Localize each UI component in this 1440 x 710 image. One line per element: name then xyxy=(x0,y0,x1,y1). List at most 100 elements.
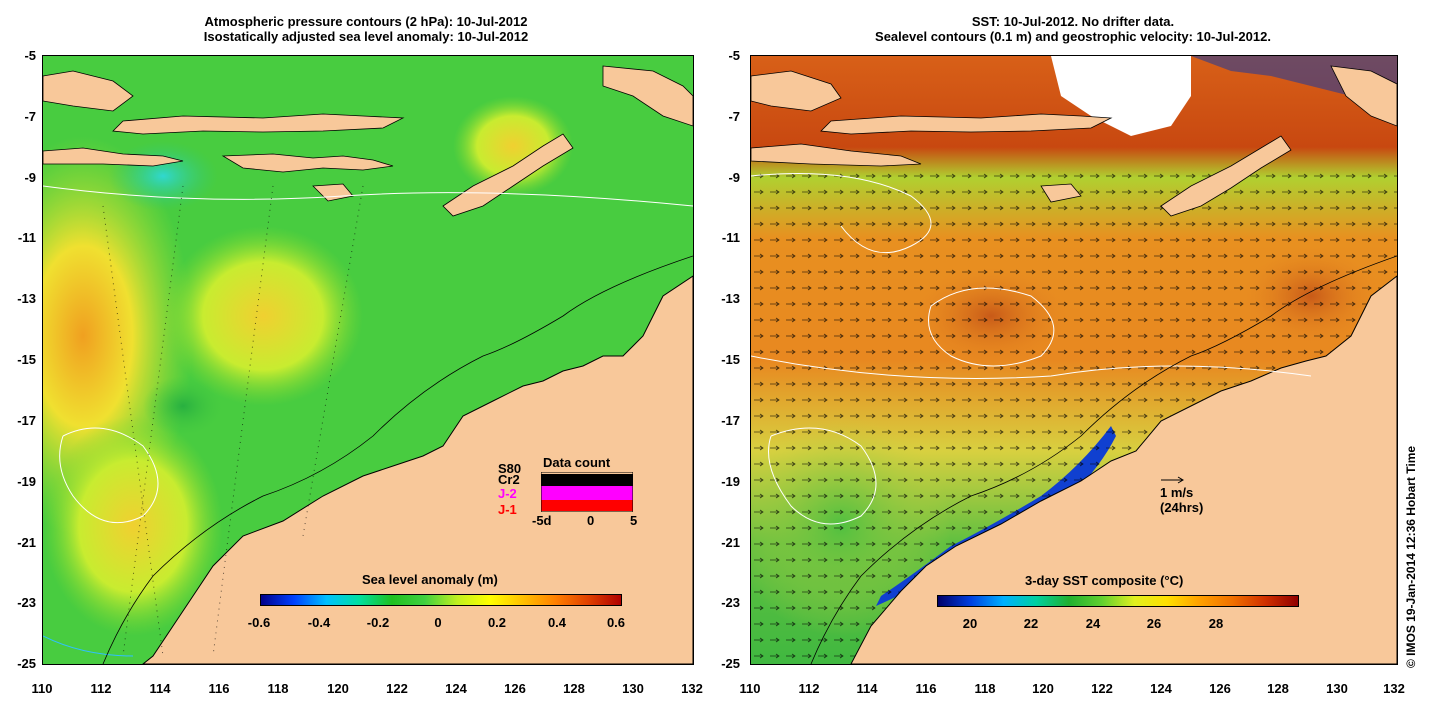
imos-credit: © IMOS 19-Jan-2014 12:36 Hobart Time xyxy=(1404,445,1418,668)
sla-colorbar-tick: 0 xyxy=(434,615,442,630)
sealevel-contour-3 xyxy=(768,427,877,525)
sea-level-anomaly-map xyxy=(42,55,694,665)
sealevel-contour-1 xyxy=(751,173,932,254)
lat-tick: -13 xyxy=(721,291,740,306)
data-count-series-j1: J-1 xyxy=(498,502,517,517)
lat-tick: -15 xyxy=(17,352,36,367)
sst-colorbar-tick: 22 xyxy=(1023,616,1039,631)
lon-tick: 132 xyxy=(681,681,703,696)
lat-tick: -21 xyxy=(17,535,36,550)
data-count-title: Data count xyxy=(543,455,611,470)
sla-map-graphic xyxy=(43,56,693,664)
lat-tick: -23 xyxy=(721,595,740,610)
lat-tick: -25 xyxy=(721,656,740,671)
sla-colorbar-tick: -0.4 xyxy=(307,615,331,630)
lon-tick: 124 xyxy=(1150,681,1172,696)
flores-sea-islands xyxy=(820,113,1113,135)
data-count-bar-s80 xyxy=(541,474,633,486)
sumba-island xyxy=(1040,183,1082,203)
sst-map-graphic xyxy=(751,56,1397,664)
left-map-title: Atmospheric pressure contours (2 hPa): 1… xyxy=(40,14,692,44)
lon-tick: 112 xyxy=(90,681,112,696)
sealevel-contour-4 xyxy=(751,355,1312,379)
lat-tick: -7 xyxy=(728,109,740,124)
java-island xyxy=(751,70,842,112)
lat-tick: -5 xyxy=(728,48,740,63)
lon-tick: 110 xyxy=(739,681,761,696)
sst-map xyxy=(750,55,1398,665)
lon-tick: 122 xyxy=(386,681,408,696)
lat-tick: -17 xyxy=(17,413,36,428)
sst-colorbar-tick: 20 xyxy=(962,616,978,631)
left-title-line1: Atmospheric pressure contours (2 hPa): 1… xyxy=(204,14,528,29)
sla-colorbar-title: Sea level anomaly (m) xyxy=(362,572,498,587)
data-count-bar-j2 xyxy=(541,486,633,500)
banda-islands xyxy=(602,65,693,127)
sla-colorbar xyxy=(260,594,622,606)
lon-tick: 120 xyxy=(327,681,349,696)
lat-tick: -11 xyxy=(721,230,740,245)
lon-tick: 128 xyxy=(1267,681,1289,696)
flores-sea-islands xyxy=(112,113,405,135)
data-count-series-cr2: Cr2 xyxy=(498,472,520,487)
velocity-scale-arrow xyxy=(1161,476,1184,484)
sla-colorbar-tick: 0.6 xyxy=(606,615,626,630)
lat-tick: -19 xyxy=(721,474,740,489)
lat-tick: -9 xyxy=(24,170,36,185)
sla-high-central xyxy=(163,226,363,406)
java-south-coast xyxy=(43,147,184,167)
lat-tick: -19 xyxy=(17,474,36,489)
lon-tick: 112 xyxy=(798,681,820,696)
right-map-title: SST: 10-Jul-2012. No drifter data. Seale… xyxy=(750,14,1396,44)
data-count-bars xyxy=(541,472,633,512)
lon-tick: 116 xyxy=(915,681,937,696)
lat-tick: -21 xyxy=(721,535,740,550)
australia-land xyxy=(142,275,693,664)
lon-tick: 116 xyxy=(208,681,230,696)
sumba-island xyxy=(312,183,354,202)
lon-tick: 118 xyxy=(267,681,289,696)
data-count-bar-j1 xyxy=(541,500,633,511)
pressure-contour-2 xyxy=(59,427,159,524)
java-south-coast xyxy=(751,143,922,167)
right-title-line2: Sealevel contours (0.1 m) and geostrophi… xyxy=(875,29,1271,44)
shelf-contour xyxy=(102,255,693,664)
lat-tick: -25 xyxy=(17,656,36,671)
sst-colorbar-tick: 24 xyxy=(1085,616,1101,631)
satellite-track-2 xyxy=(212,185,274,657)
banda-islands xyxy=(1330,65,1397,127)
data-count-series-s80: S80 xyxy=(498,461,522,476)
lon-tick: 124 xyxy=(445,681,467,696)
sla-low-bali xyxy=(108,141,218,211)
pressure-contour-1 xyxy=(43,185,693,207)
sla-colorbar-tick: 0.2 xyxy=(487,615,507,630)
data-count-axis-tick-2: 0 xyxy=(587,513,595,528)
velocity-scale-period: (24hrs) xyxy=(1160,500,1204,515)
left-title-line2: Isostatically adjusted sea level anomaly… xyxy=(203,29,529,44)
lon-tick: 126 xyxy=(1209,681,1231,696)
right-title-line1: SST: 10-Jul-2012. No drifter data. xyxy=(971,14,1175,29)
sst-colorbar-tick: 26 xyxy=(1146,616,1162,631)
lon-tick: 130 xyxy=(1326,681,1348,696)
satellite-track-1 xyxy=(122,185,184,657)
lon-tick: 132 xyxy=(1383,681,1405,696)
data-count-axis-tick-1: -5d xyxy=(532,513,552,528)
sst-colorbar-title: 3-day SST composite (°C) xyxy=(1025,573,1184,588)
data-count-axis-tick-3: 5 xyxy=(630,513,638,528)
lat-tick: -15 xyxy=(721,352,740,367)
sla-colorbar-tick: 0.4 xyxy=(547,615,567,630)
sla-colorbar-tick: -0.6 xyxy=(247,615,271,630)
lon-tick: 114 xyxy=(856,681,878,696)
sst-colorbar xyxy=(937,595,1299,607)
pressure-contour-3 xyxy=(43,635,134,657)
timor-island xyxy=(442,133,574,217)
lat-tick: -23 xyxy=(17,595,36,610)
lon-tick: 130 xyxy=(622,681,644,696)
lat-tick: -17 xyxy=(721,413,740,428)
sla-low-central xyxy=(143,376,223,436)
lat-tick: -11 xyxy=(17,230,36,245)
lon-tick: 122 xyxy=(1091,681,1113,696)
lon-tick: 120 xyxy=(1032,681,1054,696)
sla-high-timor xyxy=(453,96,573,196)
java-island xyxy=(43,70,134,112)
